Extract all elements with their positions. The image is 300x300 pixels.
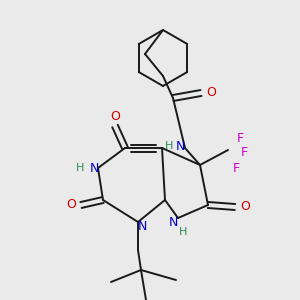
Text: H: H bbox=[165, 141, 173, 151]
Text: O: O bbox=[110, 110, 120, 122]
Text: H: H bbox=[179, 227, 187, 237]
Text: O: O bbox=[206, 86, 216, 100]
Text: N: N bbox=[89, 161, 99, 175]
Text: F: F bbox=[240, 146, 247, 160]
Text: F: F bbox=[232, 161, 240, 175]
Text: F: F bbox=[236, 131, 244, 145]
Text: N: N bbox=[168, 215, 178, 229]
Text: N: N bbox=[137, 220, 147, 233]
Text: N: N bbox=[175, 140, 185, 152]
Text: O: O bbox=[66, 199, 76, 212]
Text: H: H bbox=[76, 163, 84, 173]
Text: O: O bbox=[240, 200, 250, 214]
